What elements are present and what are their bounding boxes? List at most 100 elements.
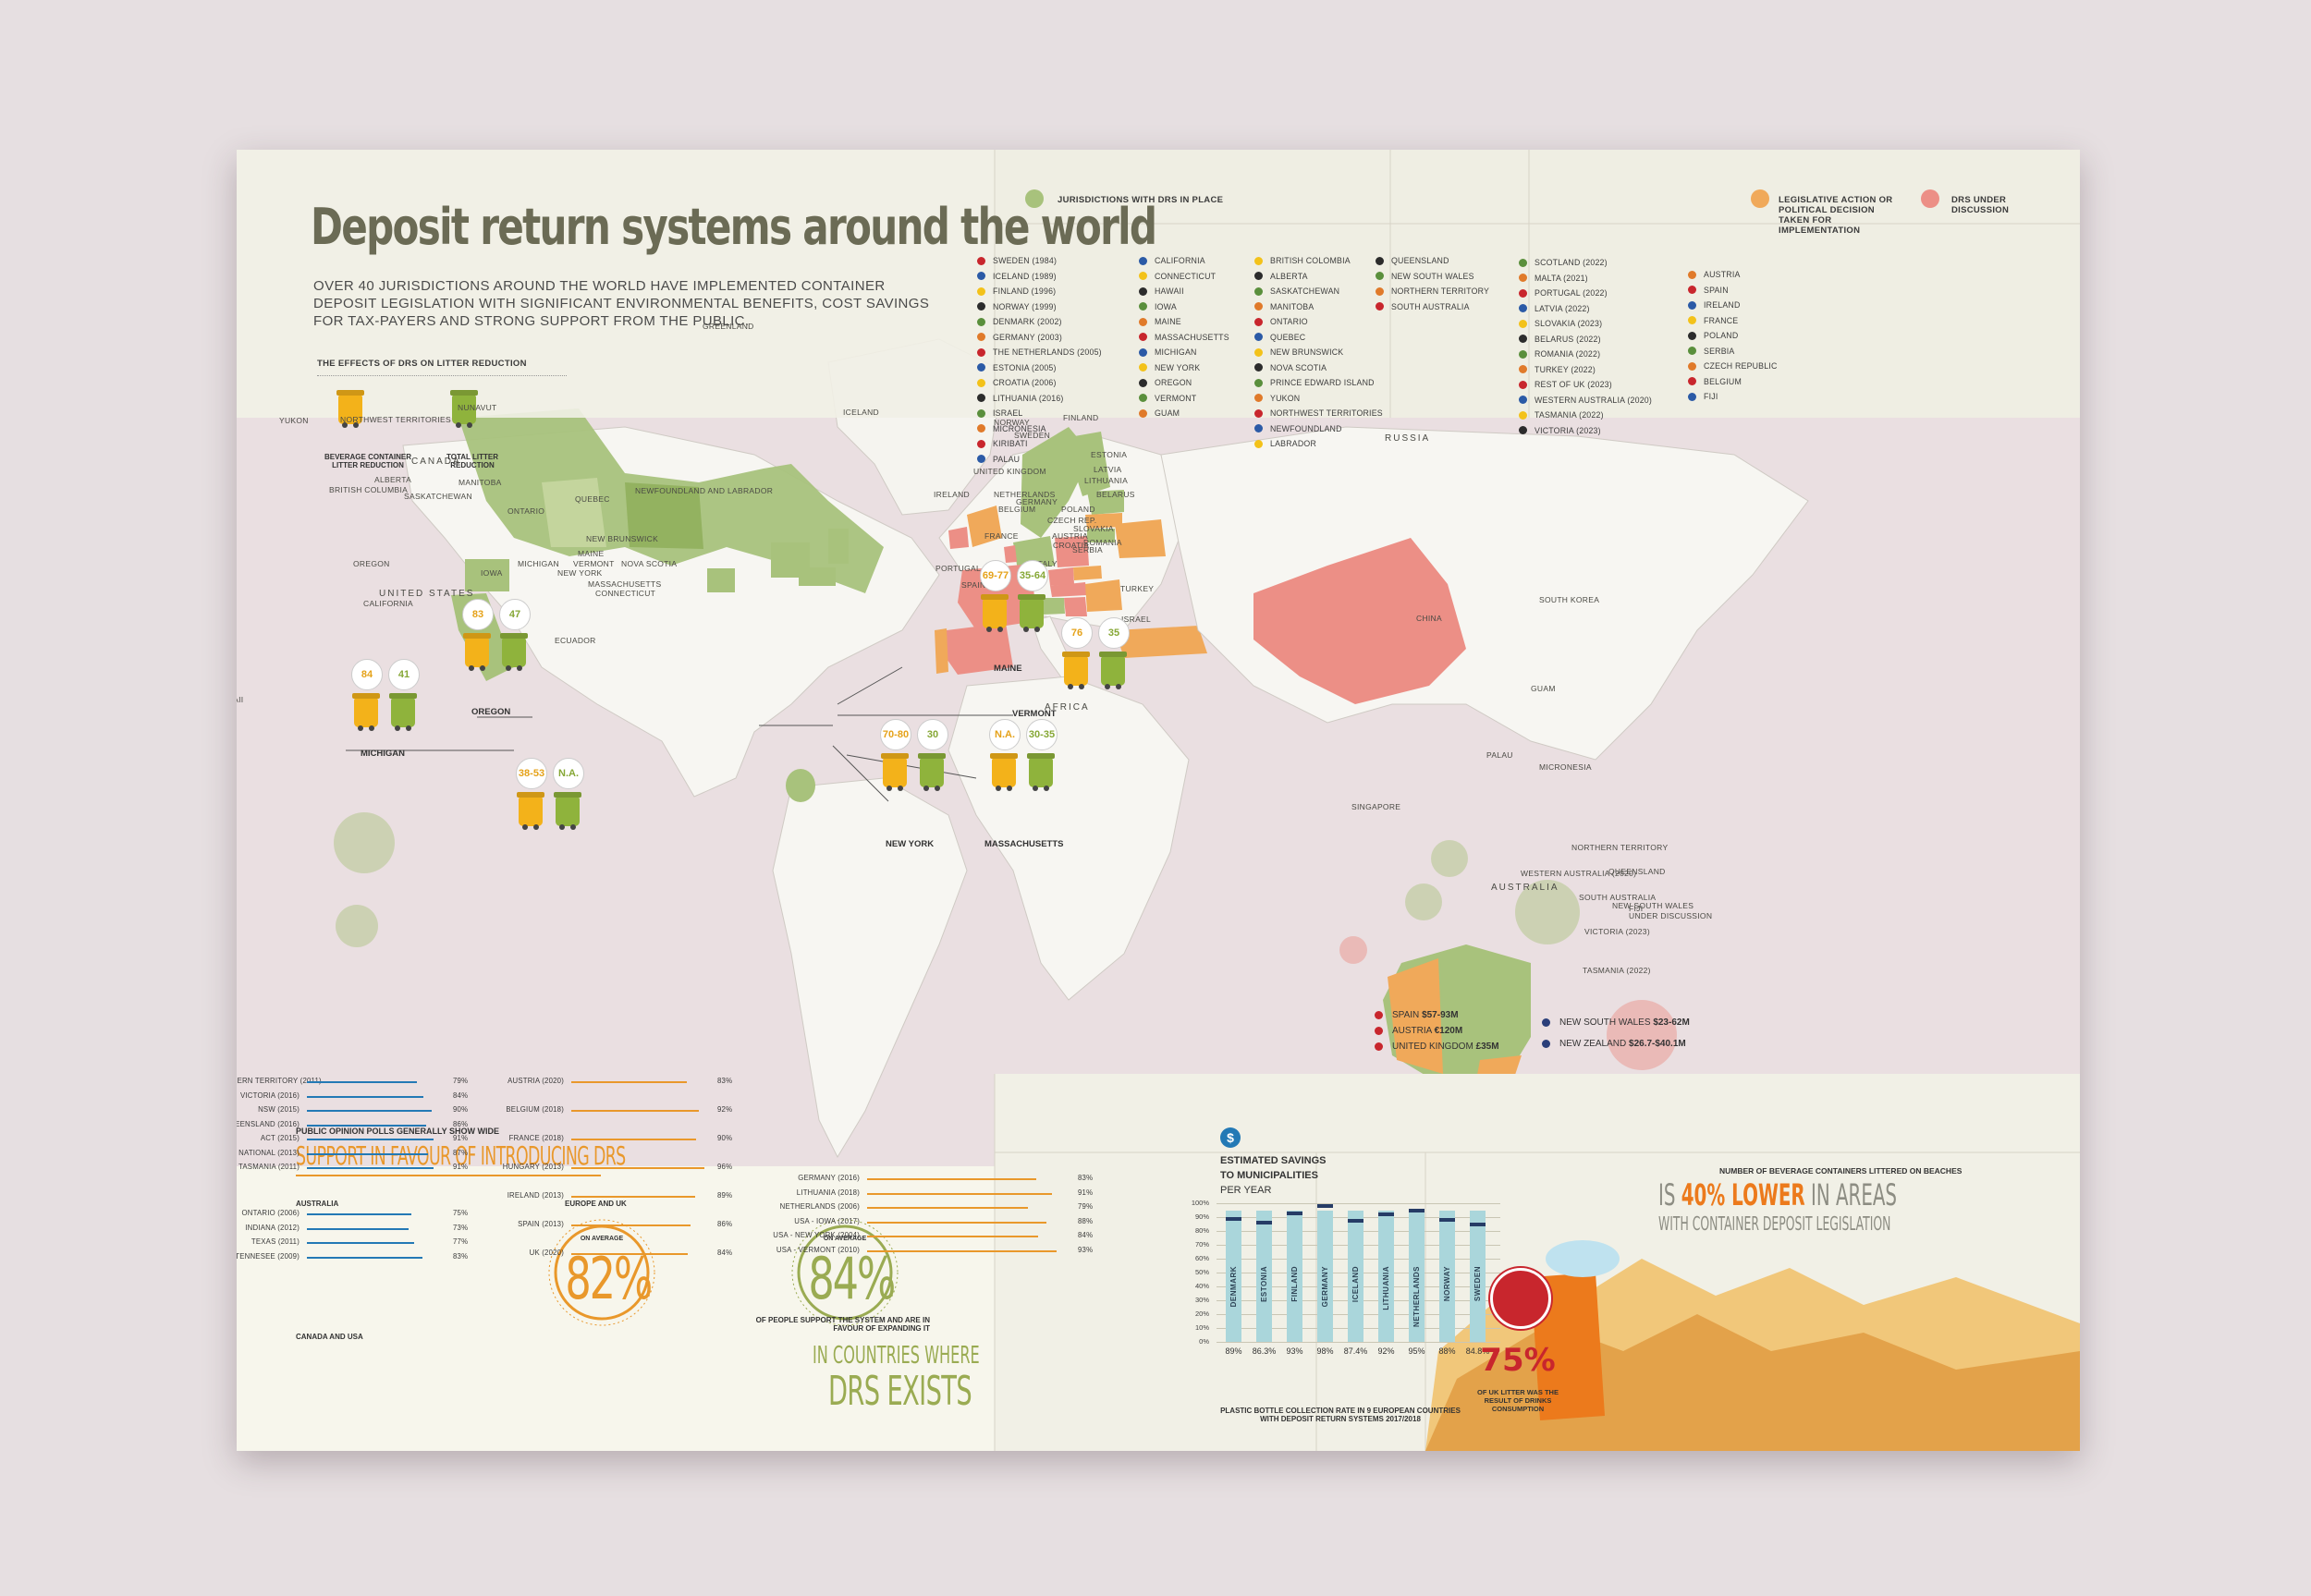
map-label-alberta: ALBERTA — [374, 475, 412, 484]
flag-icon — [1254, 378, 1263, 387]
legend-item: KIRIBATI — [977, 439, 1028, 448]
bar-value-marker — [1287, 1211, 1302, 1215]
savings-label: SPAIN — [1392, 1010, 1420, 1020]
poll-bar — [571, 1081, 687, 1083]
legend-item-label: ICELAND (1989) — [993, 271, 1057, 281]
legend-item: CZECH REPUBLIC — [1688, 361, 1778, 371]
map-label-turkey: TURKEY — [1120, 584, 1155, 593]
poll-value: 84% — [453, 1090, 469, 1100]
flag-icon — [1254, 408, 1263, 418]
map-label-qld: QUEENSLAND — [1608, 867, 1666, 876]
avg-value-84: 84% — [808, 1245, 896, 1312]
legend-item: GUAM — [1139, 408, 1180, 418]
legend-item-label: PORTUGAL (2022) — [1535, 288, 1608, 298]
y-tick-label: 60% — [1194, 1254, 1209, 1262]
legend-item-label: TURKEY (2022) — [1535, 364, 1596, 374]
poll-label: BELGIUM (2018) — [506, 1105, 564, 1114]
legend-item-label: LATVIA (2022) — [1535, 303, 1590, 313]
legend-item-label: MICRONESIA — [993, 423, 1046, 433]
map-label-bc: BRITISH COLUMBIA — [329, 485, 409, 494]
poll-bar — [307, 1256, 422, 1259]
map-label-micronesia: MICRONESIA — [1539, 762, 1592, 772]
legend-item-label: REST OF UK (2023) — [1535, 380, 1612, 389]
legend-item: POLAND — [1688, 331, 1738, 340]
legend-item: VICTORIA (2023) — [1519, 426, 1601, 435]
flag-icon — [977, 286, 985, 296]
map-label-sweden: SWEDEN — [1014, 431, 1051, 440]
bar-value-marker — [1317, 1204, 1333, 1208]
page-title: Deposit return systems around the world — [311, 198, 1157, 256]
bar-value-label: 84.8% — [1465, 1346, 1490, 1356]
poll-bar — [307, 1110, 432, 1112]
legend-item-label: QUEENSLAND — [1391, 256, 1449, 265]
discussion-swatch — [1921, 189, 1939, 208]
legend-item: NORTHERN TERRITORY — [1376, 286, 1489, 296]
legend-item-label: SASKATCHEWAN — [1270, 286, 1340, 296]
legend-item-label: NEW YORK — [1155, 362, 1201, 372]
poll-label: IRELAND (2013) — [507, 1191, 564, 1200]
legend-item-label: CZECH REPUBLIC — [1704, 361, 1778, 371]
map-label-nfl: NEWFOUNDLAND AND LABRADOR — [635, 486, 774, 495]
infographic-poster: Deposit return systems around the world … — [237, 150, 2080, 1451]
legend-item-label: NEW SOUTH WALES — [1391, 271, 1474, 281]
flag-icon — [1254, 439, 1263, 448]
poll-label: UK (2020) — [529, 1249, 564, 1257]
map-label-lithuania: LITHUANIA — [1084, 476, 1129, 485]
legend-item-label: NEW BRUNSWICK — [1270, 347, 1344, 357]
legend-item: HAWAII — [1139, 286, 1184, 296]
legend-item: SASKATCHEWAN — [1254, 286, 1339, 296]
poll-label: AUSTRIA (2020) — [507, 1077, 564, 1085]
uk-flag-icon — [1490, 1268, 1551, 1329]
map-label-nunavut: NUNAVUT — [458, 403, 497, 412]
legend-item-label: MASSACHUSETTS — [1155, 332, 1229, 342]
flag-icon — [1376, 272, 1384, 280]
map-label-sask: SASKATCHEWAN — [404, 492, 472, 501]
legend-item: SLOVAKIA (2023) — [1519, 319, 1602, 328]
legend-item-label: SCOTLAND (2022) — [1535, 258, 1608, 267]
legend-item-label: MALTA (2021) — [1535, 273, 1588, 283]
bar-category-label: LITHUANIA — [1382, 1265, 1390, 1310]
map-label-ns: NOVA SCOTIA — [621, 559, 678, 568]
map-label-ecuador: ECUADOR — [555, 636, 596, 645]
map-label-germany: GERMANY — [1016, 497, 1058, 506]
legend-item-label: SLOVAKIA (2023) — [1535, 319, 1603, 328]
bar-category-label: NORWAY — [1443, 1265, 1451, 1301]
flag-icon — [1139, 256, 1147, 265]
bar — [1226, 1210, 1241, 1342]
poll-bar — [867, 1236, 1038, 1237]
legend-item: GERMANY (2003) — [977, 333, 1062, 342]
bar-category-label: DENMARK — [1229, 1265, 1238, 1307]
flag-icon — [1254, 363, 1263, 372]
poll-value: 88% — [1078, 1216, 1094, 1225]
collection-rate-chart: 0% 10% 20% 30% 40% 50% 60% 70% 80% 90% 100% DENMARK… — [1189, 1148, 1522, 1370]
flag-icon — [1139, 378, 1147, 387]
legend-item: MALTA (2021) — [1519, 274, 1588, 283]
flag-icon — [1376, 302, 1384, 311]
bar-value-label: 98% — [1316, 1346, 1334, 1356]
legend-item: FIJI — [1688, 392, 1718, 401]
y-tick-label: 0% — [1199, 1337, 1209, 1346]
poll-value: 75% — [453, 1209, 469, 1217]
legend-item: BELARUS (2022) — [1519, 335, 1601, 344]
map-label-australia: AUSTRALIA — [1491, 883, 1559, 893]
canada-usa-heading: CANADA AND USA — [296, 1333, 363, 1341]
legend-item: NEW BRUNSWICK — [1254, 347, 1343, 357]
legend-item: ALBERTA — [1254, 272, 1308, 281]
dollar-icon: $ — [1220, 1127, 1241, 1148]
bar — [1439, 1210, 1455, 1342]
legend-item: LATVIA (2022) — [1519, 304, 1590, 313]
legend-item: NORTHWEST TERRITORIES — [1254, 408, 1383, 418]
bar-value-label: 95% — [1408, 1346, 1425, 1356]
flag-icon — [977, 439, 985, 448]
bar — [1317, 1210, 1333, 1342]
poll-bar — [307, 1124, 426, 1127]
bar-value-marker — [1348, 1218, 1363, 1223]
gridline — [1217, 1342, 1500, 1343]
poll-bar — [571, 1167, 704, 1169]
bar — [1378, 1210, 1394, 1342]
poll-bar — [307, 1242, 414, 1244]
legend-item: BRITISH COLOMBIA — [1254, 256, 1351, 265]
savings-item: NEW SOUTH WALES $23-62M — [1542, 1017, 1690, 1028]
flag-icon — [1139, 272, 1147, 280]
poll-bar — [571, 1139, 696, 1140]
